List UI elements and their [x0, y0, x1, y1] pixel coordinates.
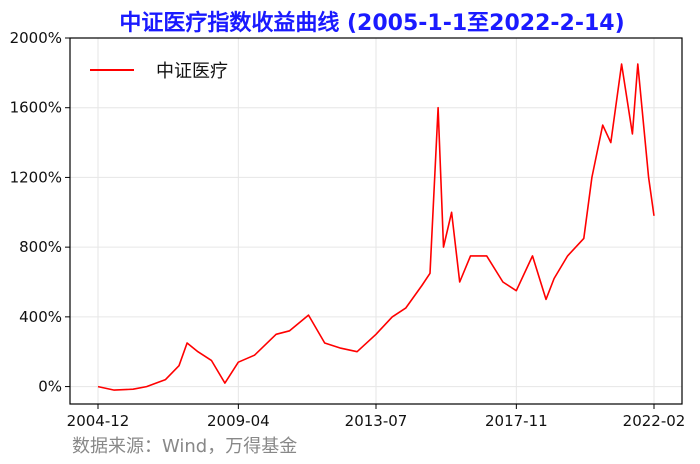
- x-axis: 2004-12 2009-04 2013-07 2017-11 2022-02: [67, 404, 686, 430]
- y-tick-label: 800%: [19, 238, 62, 256]
- x-tick-label: 2013-07: [345, 412, 408, 430]
- y-axis: 0% 400% 800% 1200% 1600% 2000%: [10, 29, 70, 396]
- y-tick-label: 1200%: [10, 168, 62, 186]
- y-tick-label: 0%: [38, 378, 62, 396]
- y-tick-label: 400%: [19, 308, 62, 326]
- x-tick-label: 2009-04: [207, 412, 270, 430]
- legend-label: 中证医疗: [156, 61, 228, 82]
- y-tick-label: 2000%: [10, 29, 62, 47]
- chart-title: 中证医疗指数收益曲线 (2005-1-1至2022-2-14): [119, 10, 624, 36]
- x-tick-label: 2022-02: [623, 412, 686, 430]
- grid: [70, 37, 682, 404]
- source-note: 数据来源：Wind，万得基金: [72, 436, 297, 457]
- x-tick-label: 2004-12: [67, 412, 130, 430]
- legend: 中证医疗: [90, 61, 228, 82]
- series-line: [97, 63, 655, 391]
- series-group: [97, 63, 655, 391]
- y-tick-label: 1600%: [10, 99, 62, 117]
- x-tick-label: 2017-11: [485, 412, 548, 430]
